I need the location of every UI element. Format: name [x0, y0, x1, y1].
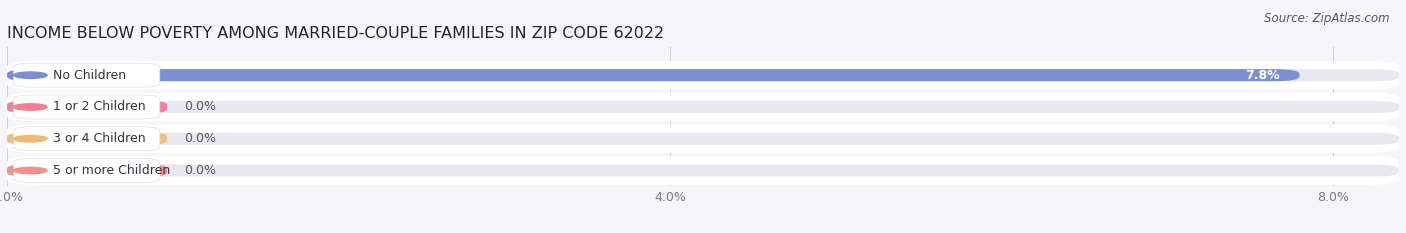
- FancyBboxPatch shape: [7, 101, 167, 113]
- Text: Source: ZipAtlas.com: Source: ZipAtlas.com: [1264, 12, 1389, 25]
- FancyBboxPatch shape: [7, 69, 1399, 81]
- Circle shape: [14, 104, 46, 110]
- Text: INCOME BELOW POVERTY AMONG MARRIED-COUPLE FAMILIES IN ZIP CODE 62022: INCOME BELOW POVERTY AMONG MARRIED-COUPL…: [7, 26, 664, 41]
- FancyBboxPatch shape: [7, 156, 1399, 185]
- FancyBboxPatch shape: [14, 158, 160, 182]
- FancyBboxPatch shape: [7, 133, 1399, 145]
- Text: 0.0%: 0.0%: [184, 100, 215, 113]
- FancyBboxPatch shape: [7, 101, 1399, 113]
- FancyBboxPatch shape: [7, 93, 1399, 121]
- FancyBboxPatch shape: [7, 61, 1399, 89]
- FancyBboxPatch shape: [7, 69, 1299, 81]
- Text: 3 or 4 Children: 3 or 4 Children: [52, 132, 145, 145]
- Circle shape: [14, 72, 46, 78]
- Text: 1 or 2 Children: 1 or 2 Children: [52, 100, 145, 113]
- FancyBboxPatch shape: [7, 133, 167, 145]
- FancyBboxPatch shape: [14, 95, 160, 119]
- FancyBboxPatch shape: [7, 164, 1399, 177]
- Text: 7.8%: 7.8%: [1246, 69, 1279, 82]
- Circle shape: [14, 167, 46, 174]
- Circle shape: [14, 136, 46, 142]
- Text: 0.0%: 0.0%: [184, 132, 215, 145]
- FancyBboxPatch shape: [14, 63, 160, 87]
- Text: 0.0%: 0.0%: [184, 164, 215, 177]
- Text: No Children: No Children: [52, 69, 125, 82]
- FancyBboxPatch shape: [7, 164, 167, 177]
- FancyBboxPatch shape: [7, 124, 1399, 153]
- Text: 5 or more Children: 5 or more Children: [52, 164, 170, 177]
- FancyBboxPatch shape: [14, 127, 160, 151]
